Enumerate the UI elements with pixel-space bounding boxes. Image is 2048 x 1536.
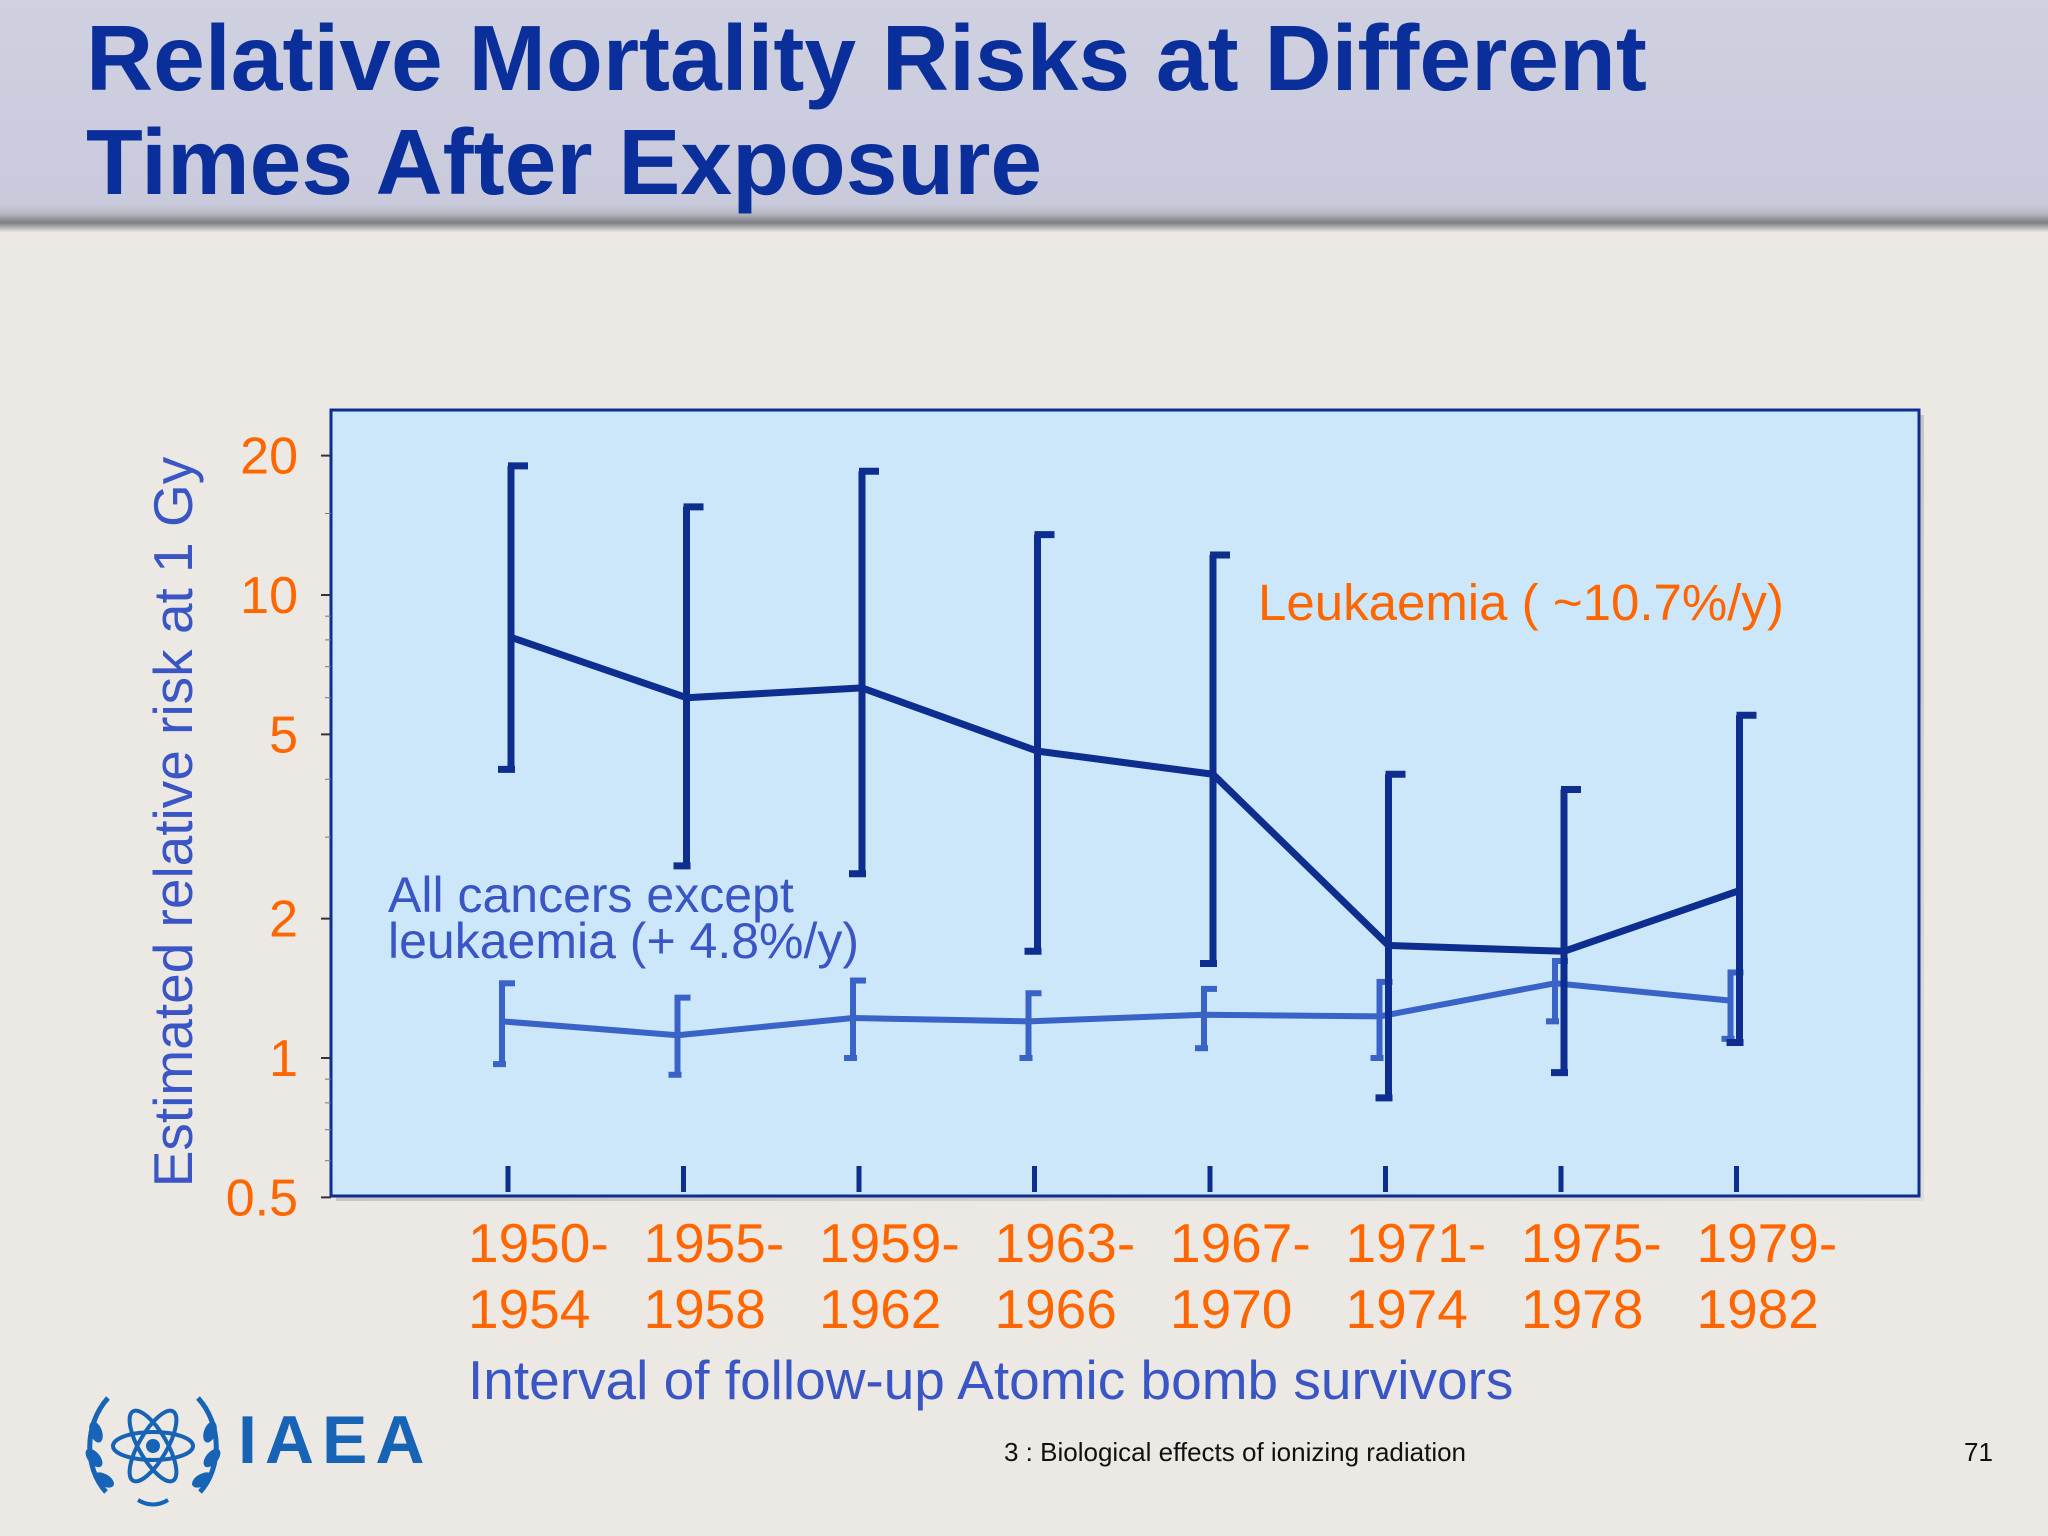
x-tick-label-line: 1979- — [1697, 1212, 1838, 1274]
y-tick-label: 0.5 — [226, 1169, 298, 1227]
x-tick-label: 1959-1962 — [819, 1212, 960, 1340]
x-tick-label-line: 1978 — [1521, 1278, 1643, 1340]
plot-frame — [329, 408, 1921, 1198]
series-label-line: All cancers except — [388, 867, 794, 923]
slide-title: Relative Mortality Risks at Different Ti… — [86, 6, 1647, 214]
x-tick-label-line: 1955- — [644, 1212, 785, 1274]
x-tick-label: 1971-1974 — [1346, 1212, 1487, 1340]
x-tick-label-line: 1971- — [1346, 1212, 1487, 1274]
series-line-leukaemia — [509, 634, 1741, 955]
series-layer — [493, 462, 1757, 1102]
title-band — [0, 0, 2048, 232]
x-tick-label-line: 1967- — [1170, 1212, 1311, 1274]
y-tick-label: 2 — [269, 891, 298, 949]
y-minor-ticks — [325, 512, 331, 1162]
x-tick-label-line: 1958 — [644, 1278, 766, 1340]
x-axis-title: Interval of follow-up Atomic bomb surviv… — [468, 1349, 1514, 1411]
series-label-line: leukaemia (+ 4.8%/y) — [388, 913, 859, 969]
x-tick-label: 1950-1954 — [468, 1212, 609, 1340]
y-tick-label: 20 — [240, 428, 298, 486]
series-leukaemia — [498, 462, 1757, 1102]
x-tick-label: 1967-1970 — [1170, 1212, 1311, 1340]
x-tick-label-line: 1982 — [1697, 1278, 1819, 1340]
x-tick-label-line: 1966 — [995, 1278, 1117, 1340]
series-label-leukaemia: Leukaemia ( ~10.7%/y) — [1258, 574, 1784, 631]
un-emblem-icon — [85, 1396, 221, 1507]
x-tick-label-line: 1950- — [468, 1212, 609, 1274]
x-tick-label-line: 1962 — [819, 1278, 941, 1340]
series-line-other-cancers — [501, 980, 1731, 1039]
x-tick-label-line: 1959- — [819, 1212, 960, 1274]
x-tick-label: 1955-1958 — [644, 1212, 785, 1340]
plot-area — [331, 410, 1919, 1196]
x-tick-label-line: 1963- — [995, 1212, 1136, 1274]
x-tick-labels: 1950-1954 1955-1958 1959-1962 1963-1966 1967… — [468, 1212, 1837, 1340]
x-tick-label-line: 1970 — [1170, 1278, 1292, 1340]
logo-text: IAEA — [238, 1402, 433, 1478]
x-tick-label: 1975-1978 — [1521, 1212, 1662, 1340]
y-tick-label: 5 — [269, 706, 298, 764]
page-number: 71 — [1964, 1437, 1993, 1467]
y-axis-title: Estimated relative risk at 1 Gy — [142, 456, 204, 1188]
y-ticks: 0.5 1 2 5 10 20 — [226, 428, 331, 1227]
y-tick-label: 10 — [240, 567, 298, 625]
footer-text: 3 : Biological effects of ionizing radia… — [1004, 1437, 1467, 1467]
x-tick-label: 1979-1982 — [1697, 1212, 1838, 1340]
x-tick-label-line: 1954 — [468, 1278, 590, 1340]
x-tick-label: 1963-1966 — [995, 1212, 1136, 1340]
series-label-other-cancers: All cancers except leukaemia (+ 4.8%/y) — [388, 867, 859, 969]
y-tick-label: 1 — [269, 1030, 298, 1088]
series-other-cancers — [493, 957, 1744, 1078]
x-ticks — [505, 1166, 1739, 1192]
x-tick-label-line: 1975- — [1521, 1212, 1662, 1274]
x-tick-label-line: 1974 — [1346, 1278, 1468, 1340]
